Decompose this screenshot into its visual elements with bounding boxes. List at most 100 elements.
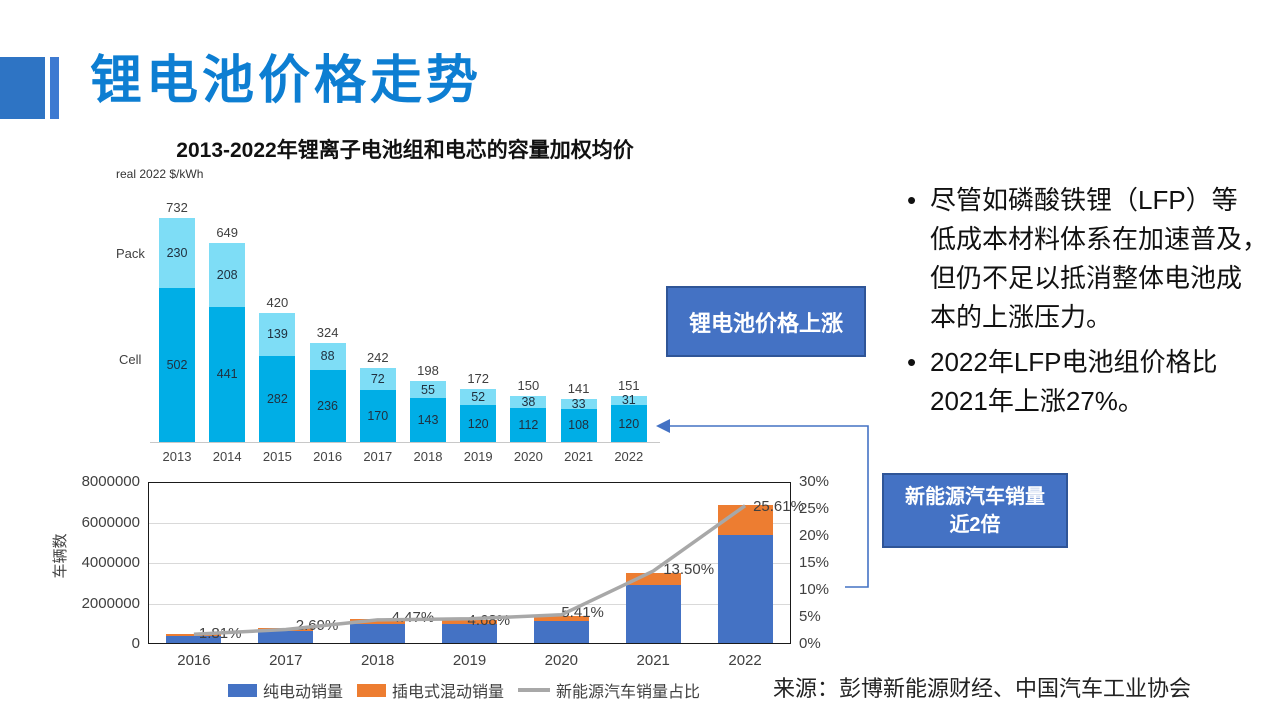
total-label-2015: 420 [266, 294, 289, 310]
pack-value-label-2015: 139 [266, 327, 288, 342]
pct-label-2022: 25.61% [753, 497, 804, 515]
pack-bar-2015 [259, 312, 296, 356]
pack-bar-2019 [460, 389, 497, 406]
right-axis-tick: 10% [799, 581, 830, 598]
price-chart-baseline [150, 442, 660, 443]
left-axis-tick: 6000000 [81, 513, 140, 531]
pct-label-2018: 4.47% [391, 608, 435, 626]
pack-bar-2018 [410, 381, 446, 399]
cell-bar-2018 [410, 398, 446, 442]
total-label-2017: 242 [366, 349, 389, 365]
total-label-2018: 198 [417, 363, 439, 379]
price-year-tick-2015: 2015 [262, 449, 292, 464]
cell-bar-2015 [259, 355, 296, 442]
cell-value-label-2021: 108 [568, 418, 590, 433]
total-label-2013: 732 [166, 199, 188, 215]
pack-value-label-2020: 38 [521, 394, 536, 409]
price-year-tick-2021: 2021 [564, 449, 594, 464]
bullet-item: • 2022年LFP电池组价格比 2021年上涨27%。 [893, 343, 1280, 421]
pack-value-label-2018: 55 [421, 382, 435, 397]
cell-value-label-2017: 170 [367, 408, 389, 423]
pct-label-2019: 4.68% [467, 611, 511, 629]
legend-item: 纯电动销量 [228, 678, 343, 702]
pack-bar-2014 [209, 243, 246, 307]
pack-value-label-2021: 33 [571, 396, 586, 411]
nev-year-tick-2017: 2017 [269, 652, 303, 669]
pack-bar-2016 [309, 342, 346, 370]
cell-bar-2020 [510, 407, 547, 442]
pct-label-2020: 5.41% [561, 603, 604, 621]
pack-bar-2021 [560, 398, 597, 409]
battery-price-chart-title: 2013-2022年锂离子电池组和电芯的容量加权均价 [176, 139, 634, 162]
bullet-text: 2022年LFP电池组价格比 2021年上涨27%。 [930, 347, 1218, 416]
cell-value-label-2019: 120 [467, 416, 489, 431]
price-year-tick-2016: 2016 [313, 449, 343, 464]
nev-year-tick-2021: 2021 [636, 652, 670, 669]
legend-bar-swatch [357, 683, 387, 697]
right-axis-tick: 15% [799, 554, 830, 571]
pack-value-label-2019: 52 [471, 390, 486, 405]
cell-bar-2021 [560, 408, 597, 442]
cell-value-label-2015: 282 [266, 391, 288, 406]
cell-value-label-2014: 441 [216, 367, 238, 382]
cell-value-label-2013: 502 [166, 358, 188, 373]
cell-row-label: Cell [119, 352, 142, 367]
right-axis-tick: 30% [799, 473, 830, 490]
cell-value-label-2018: 143 [417, 413, 439, 428]
cell-bar-2019 [460, 405, 497, 442]
price-year-tick-2017: 2017 [363, 449, 393, 464]
bullet-text: 尽管如磷酸铁锂（LFP）等 低成本材料体系在加速普及， 但仍不足以抵消整体电池成… [930, 185, 1269, 332]
cell-bar-2013 [159, 288, 195, 442]
cell-bar-2016 [309, 369, 346, 442]
bev-bar-2016 [166, 635, 222, 644]
nev-year-tick-2022: 2022 [728, 652, 762, 669]
cell-value-label-2022: 120 [618, 416, 640, 431]
left-axis-tick: 2000000 [81, 594, 140, 612]
bullet-item: • 尽管如磷酸铁锂（LFP）等 低成本材料体系在加速普及， 但仍不足以抵消整体电… [893, 181, 1280, 337]
total-label-2022: 151 [617, 377, 640, 393]
price-year-tick-2020: 2020 [513, 449, 543, 464]
pack-value-label-2022: 31 [621, 393, 636, 408]
pack-bar-2020 [510, 396, 547, 408]
right-axis-tick: 5% [799, 608, 821, 625]
price-year-tick-2018: 2018 [413, 449, 443, 464]
price-year-tick-2013: 2013 [162, 449, 192, 464]
left-axis-tick: 4000000 [81, 554, 140, 571]
price-year-tick-2014: 2014 [212, 449, 242, 464]
total-label-2014: 649 [216, 225, 239, 241]
legend-label: 纯电动销量 [263, 684, 344, 701]
pack-row-label: Pack [116, 246, 145, 261]
right-axis-tick: 0% [799, 635, 821, 652]
price-year-tick-2022: 2022 [614, 449, 644, 464]
pack-value-label-2016: 88 [320, 349, 335, 364]
total-label-2016: 324 [316, 324, 339, 340]
total-label-2020: 150 [517, 378, 540, 394]
pct-label-2017: 2.69% [295, 617, 339, 635]
callout-battery-price-rise: 锂电池价格上涨 [666, 286, 866, 357]
pack-value-label-2013: 230 [166, 245, 188, 260]
legend-label: 插电式混动销量 [392, 684, 505, 701]
legend-item: 插电式混动销量 [357, 678, 504, 702]
nev-year-tick-2020: 2020 [544, 652, 579, 669]
price-year-tick-2019: 2019 [463, 449, 493, 464]
right-axis-tick: 20% [799, 527, 830, 544]
total-label-2021: 141 [567, 380, 590, 396]
battery-price-chart-unit: real 2022 $/kWh [116, 167, 204, 181]
source-note: 来源：彭博新能源财经、中国汽车工业协会 [773, 676, 1192, 701]
legend-line-swatch [518, 688, 551, 692]
vehicle-count-axis-label: 车辆数 [52, 533, 69, 579]
cell-bar-2022 [610, 405, 647, 442]
title-accent-bar [50, 57, 59, 119]
legend-item: 新能源汽车销量占比 [518, 678, 700, 702]
cell-value-label-2020: 112 [518, 417, 539, 432]
bullet-marker: • [906, 185, 917, 215]
legend-bar-swatch [228, 683, 257, 697]
cell-bar-2014 [209, 306, 246, 442]
nev-chart-legend: 纯电动销量 插电式混动销量 新能源汽车销量占比 [228, 678, 700, 702]
pack-bar-2013 [159, 217, 195, 289]
total-label-2019: 172 [467, 371, 490, 387]
pct-label-2016: 1.81% [198, 625, 242, 643]
left-axis-tick: 8000000 [81, 473, 140, 490]
